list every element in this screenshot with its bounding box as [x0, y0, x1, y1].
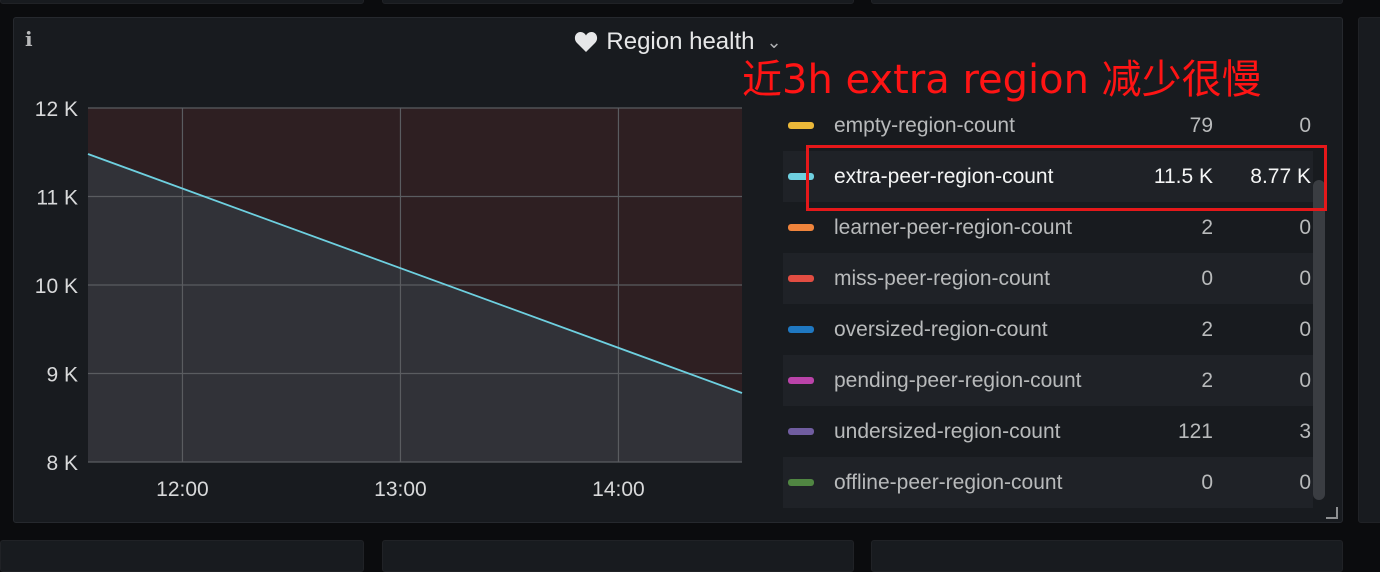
legend-last-value: 8.77 K — [1250, 165, 1311, 188]
panel-header[interactable]: Region health ⌄ — [14, 28, 1342, 68]
legend-last-value: 0 — [1299, 369, 1311, 392]
legend-row-miss-peer-region-count[interactable]: miss-peer-region-count 0 0 — [783, 253, 1313, 304]
neighbor-panel-bottom-left — [0, 540, 364, 572]
legend-series-name[interactable]: pending-peer-region-count — [834, 369, 1082, 392]
x-tick-label: 14:00 — [592, 478, 645, 501]
neighbor-panel-bottom-middle — [382, 540, 854, 572]
neighbor-panel-bottom-right — [871, 540, 1343, 572]
legend-swatch[interactable] — [788, 326, 814, 333]
x-tick-label: 12:00 — [156, 478, 209, 501]
neighbor-panel-top-middle — [382, 0, 854, 4]
annotation-text: 近3h extra region 减少很慢 — [742, 57, 1262, 103]
heart-icon — [575, 32, 598, 52]
panel-title: Region health — [606, 28, 755, 55]
series-area-fill — [88, 154, 742, 462]
y-tick-label: 11 K — [36, 187, 78, 210]
chevron-down-icon[interactable]: ⌄ — [766, 31, 782, 53]
resize-handle[interactable] — [1326, 507, 1338, 519]
legend-series-name[interactable]: undersized-region-count — [834, 420, 1061, 443]
legend-current-value: 2 — [1201, 369, 1213, 392]
neighbor-panel-right — [1358, 17, 1380, 523]
legend-series-name[interactable]: empty-region-count — [834, 114, 1015, 137]
legend-swatch[interactable] — [788, 122, 814, 129]
legend-last-value: 0 — [1299, 267, 1311, 290]
y-tick-label: 10 K — [35, 275, 78, 298]
y-tick-label: 8 K — [46, 452, 78, 475]
legend-series-name[interactable]: miss-peer-region-count — [834, 267, 1050, 290]
legend-row-oversized-region-count[interactable]: oversized-region-count 2 0 — [783, 304, 1313, 355]
neighbor-panel-top-left — [0, 0, 364, 4]
legend-series-name[interactable]: offline-peer-region-count — [834, 471, 1063, 494]
legend-swatch[interactable] — [788, 377, 814, 384]
legend-swatch[interactable] — [788, 428, 814, 435]
legend-current-value: 11.5 K — [1153, 165, 1213, 188]
x-tick-label: 13:00 — [374, 478, 427, 501]
legend-current-value: 79 — [1189, 114, 1213, 137]
legend-row-learner-peer-region-count[interactable]: learner-peer-region-count 2 0 — [783, 202, 1313, 253]
annotation-highlight-box — [806, 145, 1327, 211]
neighbor-panel-top-right — [871, 0, 1343, 4]
legend-row-empty-region-count[interactable]: empty-region-count 79 0 — [783, 100, 1313, 151]
legend-swatch[interactable] — [788, 275, 814, 282]
legend-row-pending-peer-region-count[interactable]: pending-peer-region-count 2 0 — [783, 355, 1313, 406]
legend-swatch[interactable] — [788, 224, 814, 231]
legend-last-value: 0 — [1299, 471, 1311, 494]
legend-row-offline-peer-region-count[interactable]: offline-peer-region-count 0 0 — [783, 457, 1313, 508]
legend-current-value: 2 — [1201, 216, 1213, 239]
legend-last-value: 3 — [1299, 420, 1311, 443]
legend-current-value: 0 — [1201, 471, 1213, 494]
legend-series-name[interactable]: learner-peer-region-count — [834, 216, 1073, 239]
legend-swatch[interactable] — [788, 479, 814, 486]
legend-row-extra-peer-region-count[interactable]: extra-peer-region-count 11.5 K 8.77 K — [783, 151, 1313, 202]
legend-current-value: 2 — [1201, 318, 1213, 341]
legend-series-name[interactable]: oversized-region-count — [834, 318, 1048, 341]
legend-last-value: 0 — [1299, 216, 1311, 239]
y-tick-label: 9 K — [46, 364, 78, 387]
legend-last-value: 0 — [1299, 318, 1311, 341]
legend-row-undersized-region-count[interactable]: undersized-region-count 121 3 — [783, 406, 1313, 457]
legend-last-value: 0 — [1299, 114, 1311, 137]
legend-current-value: 121 — [1177, 420, 1213, 443]
legend-series-name[interactable]: extra-peer-region-count — [834, 165, 1054, 188]
legend-scrollbar[interactable] — [1313, 180, 1325, 500]
legend-current-value: 0 — [1201, 267, 1213, 290]
y-tick-label: 12 K — [35, 98, 78, 121]
chart: 8 K 9 K 10 K 11 K 12 K 12:00 13:00 14:00 — [35, 98, 743, 501]
legend-swatch[interactable] — [788, 173, 814, 180]
series-line-extra-peer-region-count — [87, 153, 743, 394]
info-icon[interactable]: i — [25, 27, 33, 51]
